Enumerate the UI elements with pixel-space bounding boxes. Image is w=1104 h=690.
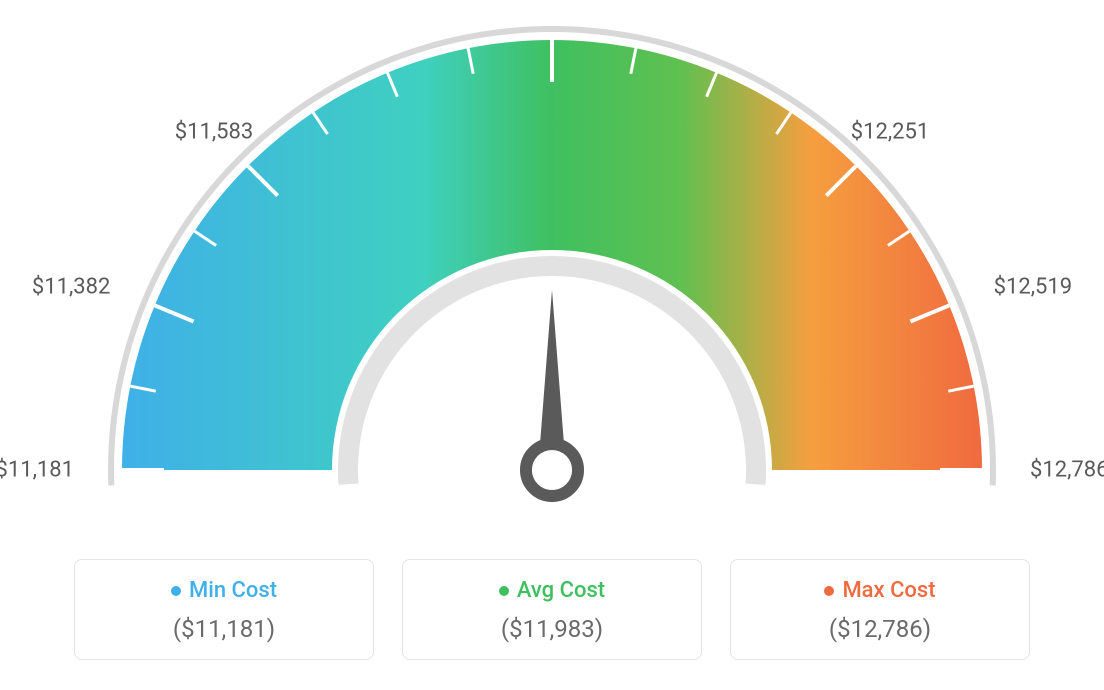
gauge-chart — [0, 0, 1104, 540]
gauge-tick-label: $12,519 — [994, 275, 1073, 300]
cost-gauge-container: $11,181$11,382$11,583$11,983$12,251$12,5… — [0, 0, 1104, 690]
gauge-tick-label: $11,382 — [32, 275, 111, 300]
legend-dot-icon — [499, 586, 509, 596]
legend-card: Avg Cost ($11,983) — [402, 559, 702, 660]
legend-value: ($11,983) — [415, 615, 689, 643]
legend-card: Min Cost ($11,181) — [74, 559, 374, 660]
legend-value: ($11,181) — [87, 615, 361, 643]
legend-row: Min Cost ($11,181) Avg Cost ($11,983) Max Co… — [0, 559, 1104, 660]
gauge-tick-label: $11,583 — [175, 120, 254, 145]
legend-title: Min Cost — [189, 578, 277, 603]
gauge-tick-label: $11,181 — [0, 458, 74, 483]
legend-card: Max Cost ($12,786) — [730, 559, 1030, 660]
gauge-tick-label: $12,786 — [1030, 458, 1104, 483]
legend-title: Max Cost — [842, 578, 935, 603]
legend-dot-icon — [824, 586, 834, 596]
gauge-tick-label: $12,251 — [851, 120, 930, 145]
legend-value: ($12,786) — [743, 615, 1017, 643]
legend-dot-icon — [171, 586, 181, 596]
legend-title: Avg Cost — [517, 578, 605, 603]
gauge-area: $11,181$11,382$11,583$11,983$12,251$12,5… — [0, 0, 1104, 540]
